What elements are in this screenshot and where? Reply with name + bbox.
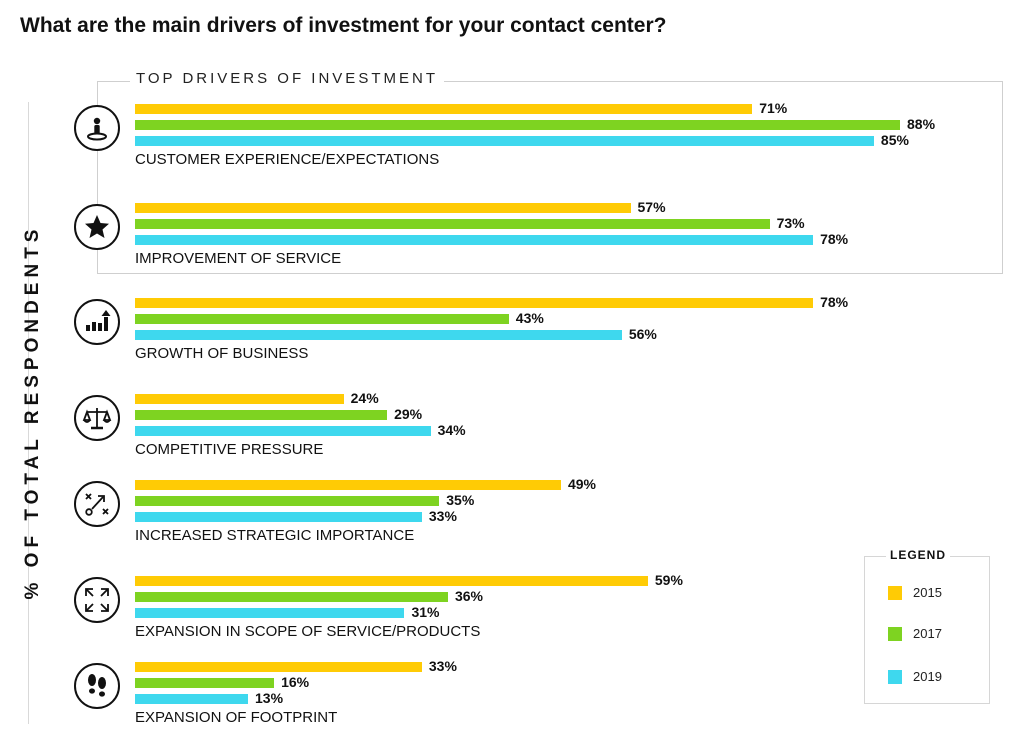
bar-2017-6 — [135, 592, 448, 602]
growth-chart-icon — [74, 299, 120, 345]
legend-swatch-2019 — [888, 670, 902, 684]
value-label-2019-2: 78% — [820, 231, 849, 247]
bar-2019-1 — [135, 136, 874, 146]
top-drivers-box — [97, 81, 1003, 274]
legend-swatch-2015 — [888, 586, 902, 600]
bar-2015-2 — [135, 203, 631, 213]
category-label: COMPETITIVE PRESSURE — [135, 441, 324, 458]
value-label-2015-3: 78% — [820, 294, 849, 310]
scales-icon — [74, 395, 120, 441]
value-label-2015-4: 24% — [350, 390, 379, 406]
category-label: IMPROVEMENT OF SERVICE — [135, 250, 342, 267]
value-label-2017-3: 43% — [515, 310, 544, 326]
bar-2019-2 — [135, 235, 814, 245]
y-axis-line — [28, 102, 29, 724]
value-label-2015-1: 71% — [759, 100, 788, 116]
bar-2015-4 — [135, 394, 344, 404]
value-label-2019-7: 13% — [255, 690, 284, 706]
bar-2017-7 — [135, 678, 275, 688]
value-label-2015-6: 59% — [654, 572, 683, 588]
value-label-2019-3: 56% — [628, 326, 657, 342]
value-label-2017-6: 36% — [454, 588, 483, 604]
value-label-2015-7: 33% — [428, 658, 457, 674]
bar-2015-5 — [135, 480, 561, 490]
category-label: EXPANSION IN SCOPE OF SERVICE/PRODUCTS — [135, 623, 481, 640]
value-label-2015-5: 49% — [567, 476, 596, 492]
category-label: GROWTH OF BUSINESS — [135, 345, 309, 362]
legend-label-2019: 2019 — [913, 669, 942, 684]
value-label-2019-4: 34% — [437, 422, 466, 438]
bar-2017-4 — [135, 410, 388, 420]
value-label-2019-6: 31% — [411, 604, 440, 620]
bar-2019-4 — [135, 426, 431, 436]
page-title: What are the main drivers of investment … — [20, 14, 667, 37]
bar-2017-2 — [135, 219, 770, 229]
value-label-2019-5: 33% — [428, 508, 457, 524]
bar-2015-6 — [135, 576, 648, 586]
bar-2017-5 — [135, 496, 440, 506]
bar-2019-5 — [135, 512, 422, 522]
y-axis-label: % OF TOTAL RESPONDENTS — [22, 224, 43, 600]
category-label: EXPANSION OF FOOTPRINT — [135, 709, 338, 726]
value-label-2017-5: 35% — [446, 492, 475, 508]
bar-2015-3 — [135, 298, 814, 308]
expand-arrows-icon — [74, 577, 120, 623]
value-label-2015-2: 57% — [637, 199, 666, 215]
category-label: CUSTOMER EXPERIENCE/EXPECTATIONS — [135, 151, 440, 168]
legend-swatch-2017 — [888, 627, 902, 641]
legend-title: LEGEND — [886, 548, 951, 562]
legend-label-2017: 2017 — [913, 626, 942, 641]
footprints-icon — [74, 663, 120, 709]
bar-2019-3 — [135, 330, 622, 340]
bar-2015-7 — [135, 662, 422, 672]
value-label-2017-7: 16% — [281, 674, 310, 690]
bar-2019-7 — [135, 694, 248, 704]
strategy-icon — [74, 481, 120, 527]
value-label-2019-1: 85% — [880, 132, 909, 148]
value-label-2017-1: 88% — [907, 116, 936, 132]
legend-label-2015: 2015 — [913, 585, 942, 600]
value-label-2017-4: 29% — [394, 406, 423, 422]
bar-2017-1 — [135, 120, 900, 130]
bar-2019-6 — [135, 608, 405, 618]
category-label: INCREASED STRATEGIC IMPORTANCE — [135, 527, 415, 544]
person-pin-icon — [74, 105, 120, 151]
value-label-2017-2: 73% — [776, 215, 805, 231]
bar-2017-3 — [135, 314, 509, 324]
top-drivers-label: TOP DRIVERS OF INVESTMENT — [130, 70, 444, 87]
star-icon — [74, 204, 120, 250]
bar-2015-1 — [135, 104, 753, 114]
